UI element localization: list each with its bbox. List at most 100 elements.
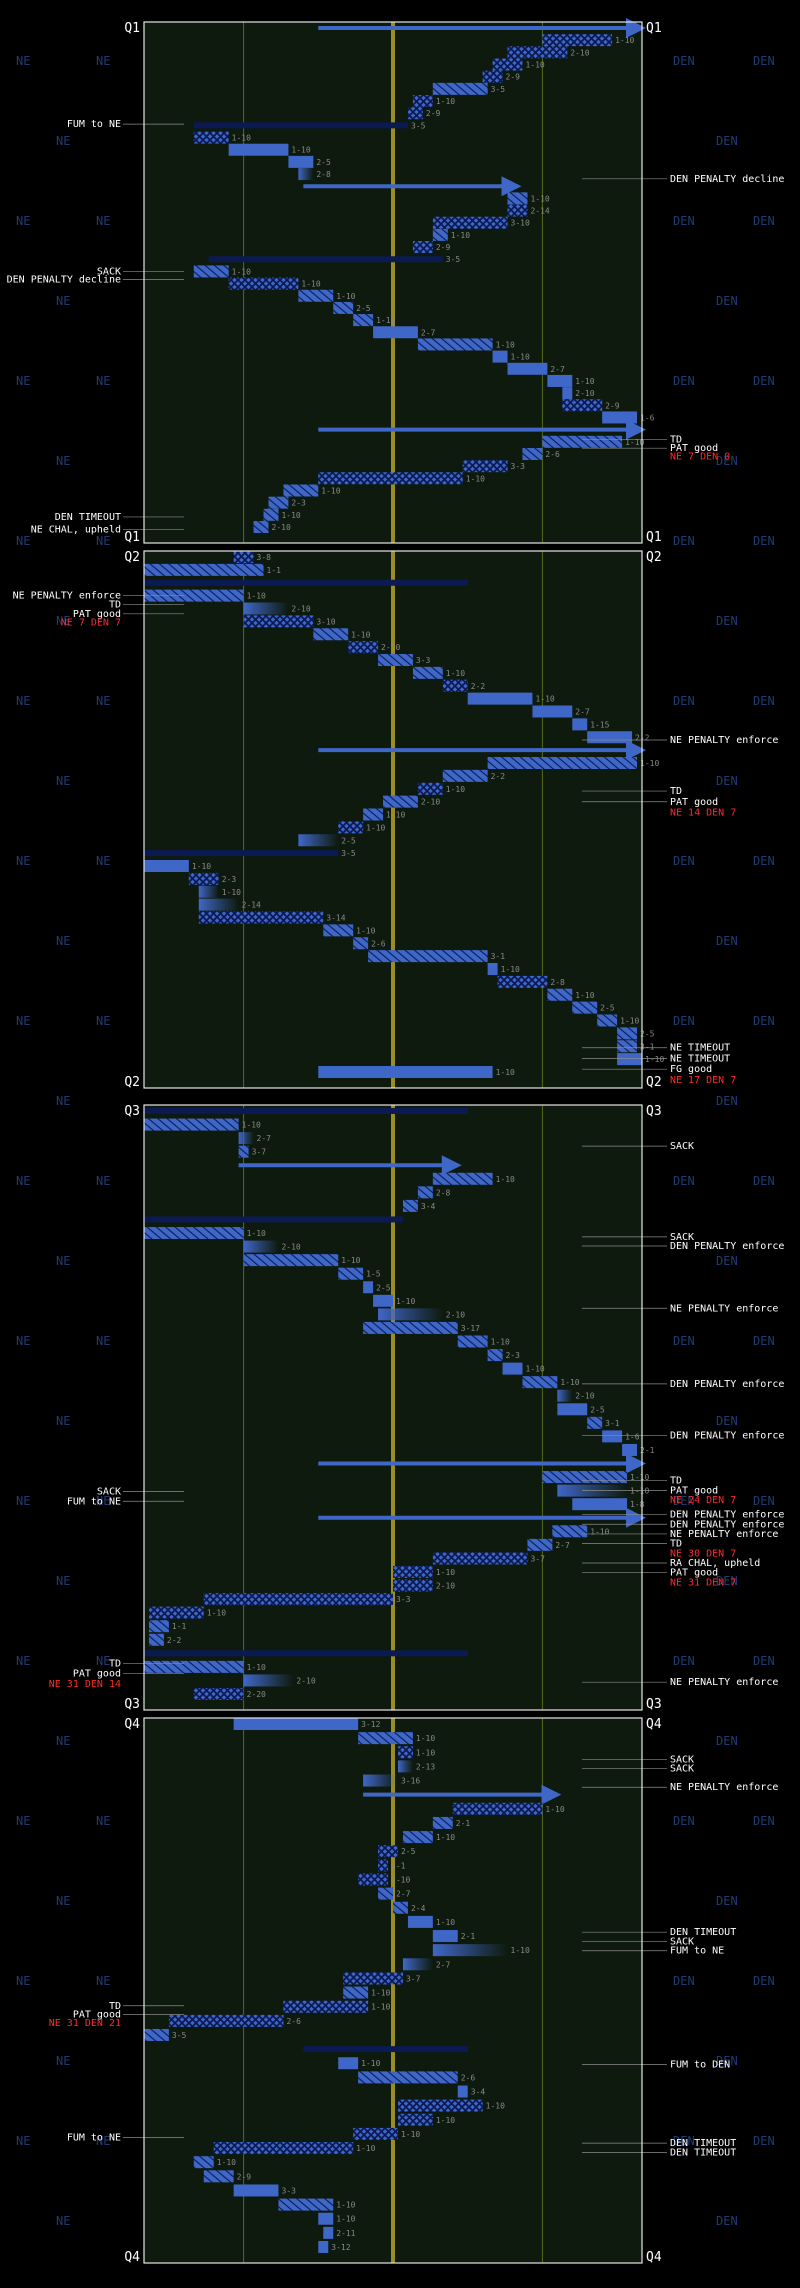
play-bar bbox=[233, 551, 254, 563]
event-label: PAT good bbox=[670, 1485, 718, 1496]
play-bar bbox=[397, 2099, 483, 2112]
watermark-right: DEN bbox=[753, 214, 775, 228]
play-bar bbox=[298, 168, 314, 181]
play-bar bbox=[507, 204, 528, 217]
play-bar bbox=[487, 1349, 503, 1362]
watermark-right: DEN bbox=[753, 1334, 775, 1348]
play-bar bbox=[243, 1254, 339, 1267]
watermark-right: DEN bbox=[753, 1014, 775, 1028]
play-bar bbox=[378, 1887, 393, 1900]
watermark-left: NE bbox=[96, 854, 110, 868]
down-distance-label: 3-7 bbox=[252, 1148, 267, 1157]
watermark-right: DEN bbox=[716, 934, 738, 948]
watermark-right: DEN bbox=[753, 374, 775, 388]
play-bar bbox=[393, 1579, 433, 1592]
event-label: DEN PENALTY enforce bbox=[670, 1241, 784, 1252]
play-bar bbox=[383, 795, 418, 808]
play-bar bbox=[397, 1746, 413, 1759]
quarter-label-bottom-left: Q4 bbox=[124, 2250, 140, 2265]
midfield-line bbox=[391, 551, 395, 1088]
down-distance-label: 1-10 bbox=[511, 353, 530, 362]
event-label: TD bbox=[109, 600, 121, 611]
play-bar bbox=[617, 1027, 638, 1040]
play-bar bbox=[417, 1186, 433, 1199]
watermark-left: NE bbox=[16, 1494, 30, 1508]
play-bar bbox=[462, 460, 508, 473]
play-bar bbox=[507, 46, 568, 59]
down-distance-label: 2-10 bbox=[272, 523, 291, 532]
play-bar bbox=[144, 579, 468, 586]
event-label: NE PENALTY enforce bbox=[670, 735, 778, 746]
play-bar bbox=[407, 107, 423, 120]
watermark-left: NE bbox=[56, 1254, 70, 1268]
down-distance-label: 2-5 bbox=[356, 304, 371, 313]
play-bar bbox=[602, 1430, 623, 1443]
down-distance-label: 1-10 bbox=[630, 1473, 649, 1482]
play-bar bbox=[378, 1308, 443, 1321]
play-bar bbox=[278, 2198, 334, 2211]
down-distance-label: 1-10 bbox=[436, 2116, 455, 2125]
event-label: NE 31 DEN 21 bbox=[49, 2018, 121, 2029]
event-label: FUM to NE bbox=[67, 2133, 121, 2144]
down-distance-label: 1-10 bbox=[511, 1946, 530, 1955]
play-bar bbox=[363, 808, 384, 821]
play-bar bbox=[378, 1859, 389, 1872]
down-distance-label: 2-8 bbox=[436, 1188, 451, 1197]
down-distance-label: 2-3 bbox=[291, 499, 306, 508]
down-distance-label: 1-10 bbox=[525, 61, 544, 70]
watermark-right: DEN bbox=[753, 534, 775, 548]
play-bar bbox=[144, 860, 189, 872]
down-distance-label: 1-6 bbox=[640, 413, 655, 422]
play-bar bbox=[338, 1267, 364, 1280]
watermark-right: DEN bbox=[753, 694, 775, 708]
down-distance-label: 1-10 bbox=[247, 592, 266, 601]
play-bar bbox=[572, 718, 588, 731]
down-distance-label: 2-7 bbox=[575, 708, 590, 717]
event-label: FUM to NE bbox=[67, 119, 121, 130]
down-distance-label: 1-10 bbox=[232, 267, 251, 276]
down-distance-label: 1-10 bbox=[496, 340, 515, 349]
down-distance-label: 3-4 bbox=[471, 2088, 486, 2097]
down-distance-label: 1-10 bbox=[366, 823, 385, 832]
play-bar bbox=[268, 496, 289, 509]
event-label: SACK bbox=[670, 1764, 694, 1775]
event-label: TD bbox=[109, 1658, 121, 1669]
watermark-left: NE bbox=[16, 2134, 30, 2148]
down-distance-label: 2-7 bbox=[421, 328, 436, 337]
down-distance-label: 1-10 bbox=[496, 1175, 515, 1184]
quarter-label-top-right: Q1 bbox=[646, 21, 662, 36]
period-panel-q2: 3-8 1-1 1-10 2-10 3-10 1-10 2-10 3-3 1-10 2-2 1-10… bbox=[13, 550, 779, 1090]
down-distance-label: 1-1 bbox=[267, 566, 282, 575]
play-bar bbox=[432, 82, 488, 95]
play-bar bbox=[432, 1944, 508, 1957]
play-bar bbox=[547, 988, 573, 1001]
down-distance-label: 2-10 bbox=[291, 605, 310, 614]
play-bar bbox=[338, 821, 364, 834]
down-distance-label: 2-5 bbox=[341, 836, 356, 845]
event-label: PAT good bbox=[73, 609, 121, 620]
watermark-right: DEN bbox=[716, 1574, 738, 1588]
event-label: DEN PENALTY enforce bbox=[670, 1430, 784, 1441]
down-distance-label: 2-4 bbox=[411, 1904, 426, 1913]
watermark-left: NE bbox=[56, 614, 70, 628]
watermark-right: DEN bbox=[753, 2134, 775, 2148]
watermark-right: DEN bbox=[753, 854, 775, 868]
play-bar bbox=[482, 70, 503, 83]
play-bar bbox=[572, 1001, 598, 1014]
down-distance-label: 3-5 bbox=[341, 849, 356, 858]
play-bar bbox=[368, 950, 488, 963]
down-distance-label: 1-10 bbox=[391, 1875, 410, 1884]
quarter-label-top-right: Q3 bbox=[646, 1104, 662, 1119]
play-bar bbox=[562, 387, 573, 400]
event-label: DEN PENALTY decline bbox=[670, 174, 784, 185]
play-bar bbox=[144, 1108, 468, 1114]
down-distance-label: 1-1 bbox=[172, 1622, 187, 1631]
down-distance-label: 1-10 bbox=[501, 965, 520, 974]
down-distance-label: 2-1 bbox=[456, 1819, 471, 1828]
event-label: DEN TIMEOUT bbox=[670, 2138, 736, 2149]
watermark-right: DEN bbox=[673, 1654, 695, 1668]
event-label: DEN PENALTY enforce bbox=[670, 1519, 784, 1530]
play-bar bbox=[358, 1873, 389, 1886]
event-label: PAT good bbox=[670, 443, 718, 454]
